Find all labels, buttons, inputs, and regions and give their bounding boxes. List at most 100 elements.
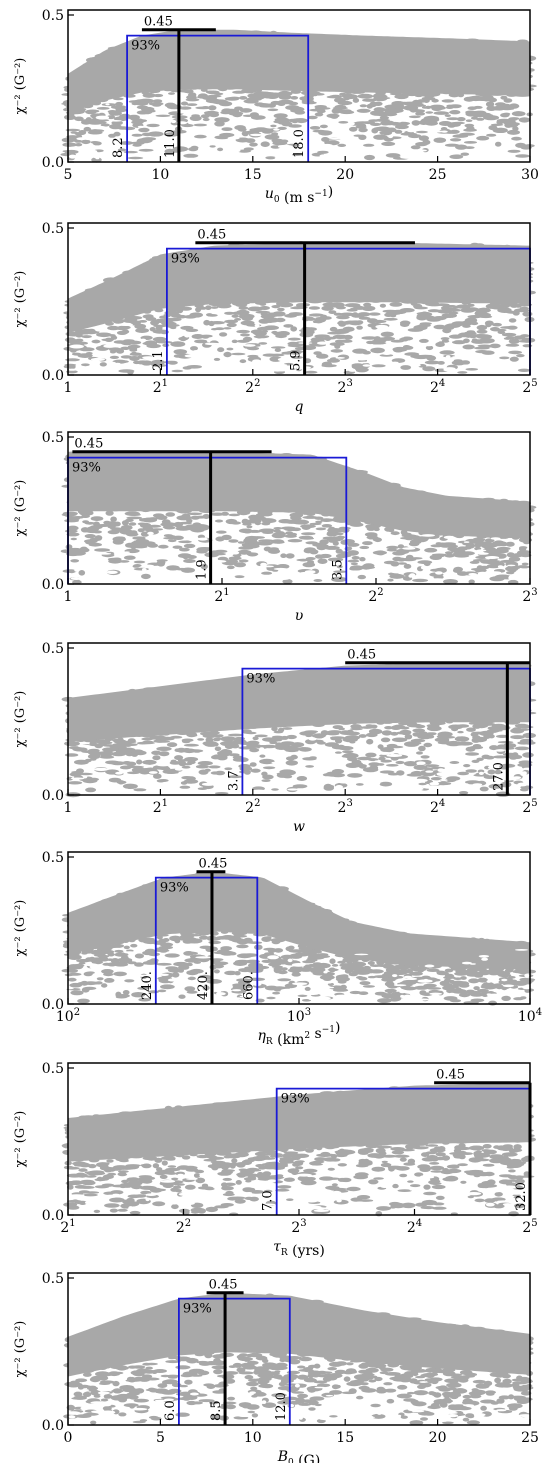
scatter-gap [139, 154, 151, 158]
scatter-point [109, 355, 119, 359]
scatter-gap [143, 564, 154, 567]
scatter-point [358, 316, 371, 320]
scatter-gap [95, 329, 111, 332]
scatter-point [453, 566, 464, 573]
scatter-gap [74, 568, 79, 572]
scatter-point [165, 512, 176, 517]
scatter-point [117, 148, 127, 152]
scatter-point [213, 357, 221, 361]
scatter-point [390, 561, 400, 567]
scatter-point [516, 354, 525, 358]
scatter-point [103, 520, 111, 525]
scatter-point [332, 108, 344, 113]
scatter-point [386, 743, 398, 749]
scatter-point [65, 544, 73, 550]
scatter-point [492, 105, 506, 111]
scatter-point [369, 101, 378, 108]
scatter-point [119, 113, 132, 120]
scatter-gap [271, 363, 288, 367]
scatter-point [483, 112, 491, 116]
scatter-point [126, 516, 143, 520]
scatter-gap [469, 139, 477, 141]
scatter-point [265, 156, 276, 160]
scatter-point [476, 135, 490, 141]
scatter-point [328, 310, 337, 314]
scatter-gap [497, 565, 504, 568]
scatter-point [467, 303, 475, 307]
scatter-gap [156, 127, 162, 131]
scatter-point [400, 132, 414, 136]
scatter-point [259, 306, 270, 310]
scatter-gap [382, 352, 391, 356]
scatter-point [99, 362, 107, 367]
scatter-point [522, 311, 533, 317]
scatter-point [74, 143, 83, 147]
scatter-gap [181, 143, 188, 147]
y-tick-label: 0.5 [42, 430, 64, 446]
scatter-point [322, 305, 332, 309]
scatter-gap [463, 541, 470, 543]
scatter-point [287, 539, 303, 543]
scatter-point [133, 118, 143, 123]
y-tick-label: 0.5 [42, 8, 64, 24]
scatter-gap [375, 368, 390, 372]
scatter-point [238, 306, 249, 310]
scatter-point [381, 336, 396, 341]
best-value-label: 1.9 [195, 559, 210, 580]
low-value-label: 8.2 [111, 137, 126, 158]
scatter-point [85, 110, 97, 115]
scatter-point [281, 121, 293, 127]
scatter-point [389, 103, 405, 109]
scatter-point [205, 305, 212, 311]
scatter-point [471, 338, 478, 343]
scatter-point [278, 727, 285, 733]
scatter-point [472, 537, 484, 543]
scatter-gap [243, 344, 256, 347]
scatter-point [257, 335, 270, 338]
scatter-point [155, 325, 163, 331]
scatter-point [179, 547, 190, 552]
scatter-gap [521, 150, 536, 154]
scatter-point [490, 542, 504, 546]
x-tick-label: 23 [338, 378, 353, 396]
scatter-point [246, 536, 256, 542]
scatter-point [481, 350, 495, 355]
scatter-point [333, 532, 344, 536]
scatter-point [410, 108, 417, 113]
scatter-point [111, 120, 123, 126]
scatter-point [332, 106, 348, 110]
scatter-gap [95, 115, 110, 120]
scatter-gap [227, 343, 238, 346]
scatter-point [150, 320, 160, 326]
scatter-point [188, 92, 197, 98]
scatter-point [167, 539, 177, 543]
scatter-point [226, 565, 235, 570]
scatter-point [231, 352, 246, 356]
scatter-point [316, 353, 329, 359]
scatter-point [180, 101, 189, 106]
scatter-point [463, 96, 475, 102]
scatter-point [308, 313, 324, 317]
scatter-gap [171, 578, 186, 581]
scatter-point [508, 556, 521, 562]
scatter-point [78, 570, 86, 576]
scatter-gap [506, 564, 516, 567]
scatter-point [334, 98, 347, 102]
scatter-point [424, 360, 440, 365]
scatter-point [193, 123, 208, 127]
scatter-point [467, 315, 482, 319]
scatter-gap [259, 361, 273, 365]
scatter-point [184, 540, 190, 544]
scatter-point [224, 319, 239, 324]
scatter-point [131, 133, 143, 137]
scatter-point [309, 108, 326, 112]
scatter-point [325, 302, 338, 306]
scatter-gap [508, 575, 517, 578]
scatter-point [521, 562, 529, 566]
scatter-point [514, 746, 530, 751]
scatter-point [435, 556, 442, 560]
scatter-point [352, 97, 360, 103]
scatter-point [211, 552, 226, 556]
scatter-point [360, 564, 373, 570]
x-tick-label: 1 [64, 589, 73, 605]
